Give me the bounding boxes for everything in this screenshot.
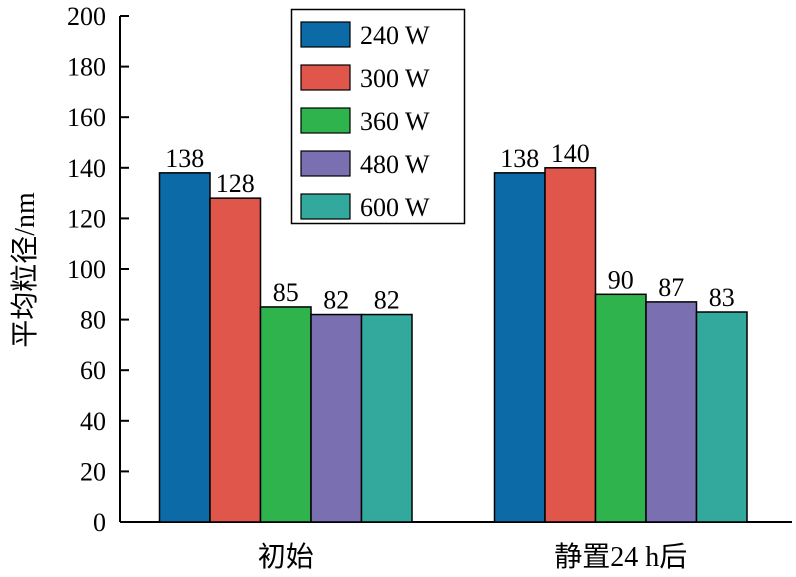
bar: [493, 172, 546, 523]
legend-swatch: [300, 21, 351, 48]
bar: [158, 172, 211, 523]
bar: [544, 167, 597, 523]
legend-swatch: [300, 64, 351, 91]
bar: [645, 301, 698, 523]
legend-swatch: [300, 150, 351, 177]
y-tick-label: 80: [80, 306, 106, 335]
data-label: 85: [273, 278, 299, 307]
data-label: 90: [608, 265, 634, 294]
bar: [209, 197, 262, 523]
y-tick-label: 120: [67, 204, 106, 233]
legend: 240 W 300 W 360 W 480 W 600 W: [290, 8, 466, 225]
y-axis-ticks: 0 20 40 60 80 100 120 140 160 180 200: [67, 2, 129, 537]
x-tick-label: 静置24 h后: [554, 541, 687, 573]
legend-label: 480 W: [360, 150, 430, 179]
y-tick-label: 160: [67, 103, 106, 132]
y-tick-label: 60: [80, 356, 106, 385]
data-label: 140: [551, 139, 590, 168]
bar: [360, 313, 413, 523]
y-axis-label: 平均粒径/nm: [9, 192, 41, 348]
data-label: 82: [374, 286, 400, 315]
data-label: 87: [658, 273, 684, 302]
bar: [259, 306, 312, 523]
y-tick-label: 20: [80, 457, 106, 486]
bars: [158, 167, 748, 523]
x-tick-label: 初始: [258, 541, 314, 573]
legend-swatch: [300, 193, 351, 220]
legend-label: 360 W: [360, 107, 430, 136]
y-tick-label: 0: [93, 508, 106, 537]
y-tick-label: 180: [67, 53, 106, 82]
x-axis-categories: 初始 静置24 h后: [258, 541, 688, 573]
data-label: 82: [323, 286, 349, 315]
legend-label: 240 W: [360, 21, 430, 50]
data-label: 83: [709, 283, 735, 312]
legend-swatch: [300, 107, 351, 134]
y-tick-label: 200: [67, 2, 106, 31]
y-tick-label: 140: [67, 154, 106, 183]
bar: [310, 313, 363, 523]
data-label: 138: [500, 144, 539, 173]
y-tick-label: 100: [67, 255, 106, 284]
bar: [594, 293, 647, 523]
y-tick-label: 40: [80, 407, 106, 436]
legend-label: 300 W: [360, 64, 430, 93]
data-label: 138: [165, 144, 204, 173]
data-labels: 138 128 85 82 82 138 140 90 87 83: [165, 139, 735, 315]
data-label: 128: [216, 169, 255, 198]
bar: [695, 311, 748, 523]
legend-label: 600 W: [360, 193, 430, 222]
